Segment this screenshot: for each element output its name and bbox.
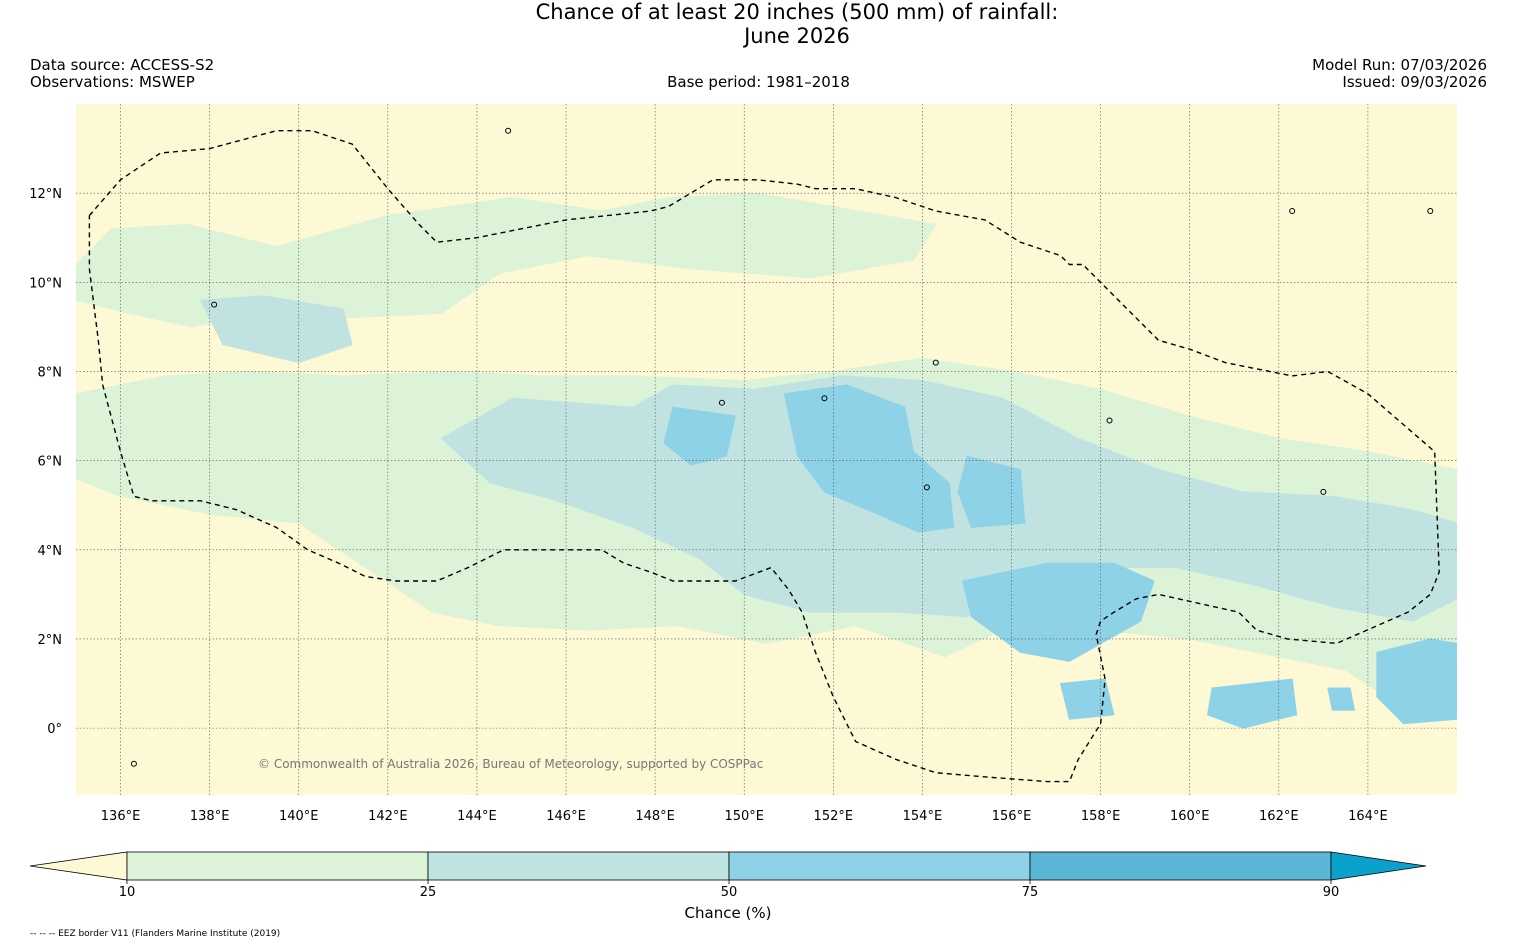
y-axis-ticks: 12°N 10°N 8°N 6°N 4°N 2°N 0° [29,187,62,737]
y-tick-label: 6°N [38,455,63,470]
x-tick-label: 150°E [724,809,764,824]
x-tick-label: 160°E [1170,809,1210,824]
graticule [76,104,1457,795]
colorbar-tick-label: 25 [420,885,437,900]
y-tick-label: 10°N [29,276,62,291]
x-tick-label: 146°E [546,809,586,824]
y-tick-label: 0° [47,722,62,737]
colorbar-tick-label: 90 [1323,885,1340,900]
colorbar-tick-label: 10 [119,885,136,900]
island-marker [1427,207,1434,214]
chance-zone-3-7 [1327,687,1356,711]
x-tick-label: 164°E [1348,809,1388,824]
title-line-2: June 2026 [744,24,850,48]
x-tick-label: 148°E [635,809,675,824]
chance-zone-3-3 [961,562,1155,662]
model-run-label: Model Run: 07/03/2026 [1312,56,1487,74]
y-tick-label: 8°N [38,365,63,380]
chance-zone-3-0 [663,406,736,466]
island-marker [821,395,828,402]
island-marker [923,484,930,491]
x-tick-label: 138°E [190,809,230,824]
chance-zone-3-1 [783,384,955,533]
island-marker [505,127,512,134]
y-tick-label: 2°N [38,633,63,648]
header-center: Base period: 1981–2018 [0,74,1517,91]
island-marker [718,399,725,406]
title-line-1: Chance of at least 20 inches (500 mm) of… [535,0,1059,24]
copyright-text: © Commonwealth of Australia 2026, Bureau… [258,757,763,771]
x-tick-label: 162°E [1259,809,1299,824]
island-marker [932,359,939,366]
island-marker [1289,207,1296,214]
x-tick-label: 158°E [1081,809,1121,824]
header-left: Data source: ACCESS-S2 Observations: MSW… [30,57,214,91]
colorbar-segment [728,851,1031,881]
chance-zone-3-6 [1059,678,1115,720]
issued-label: Issued: 09/03/2026 [1342,73,1487,91]
island-marker [211,301,218,308]
island-marker [130,760,137,767]
chance-zone-3-5 [1376,638,1457,725]
island-markers [130,127,1434,767]
chance-zone-2-0 [199,295,353,364]
colorbar-tick-label: 50 [721,885,738,900]
x-tick-label: 136°E [101,809,141,824]
plot-area: © Commonwealth of Australia 2026, Bureau… [76,104,1457,795]
x-tick-label: 156°E [992,809,1032,824]
colorbar-extend-high [1330,851,1427,881]
y-tick-label: 12°N [29,187,62,202]
base-period-label: Base period: 1981–2018 [667,73,850,91]
x-tick-label: 142°E [368,809,408,824]
header-right: Model Run: 07/03/2026 Issued: 09/03/2026 [1312,57,1487,91]
x-tick-label: 144°E [457,809,497,824]
colorbar-title: Chance (%) [685,904,772,922]
map-title: Chance of at least 20 inches (500 mm) of… [0,0,1517,48]
x-tick-label: 152°E [814,809,854,824]
chance-zone-3-2 [957,455,1026,529]
chance-zone-3-4 [1206,678,1298,729]
colorbar: 10 25 50 75 90 [29,851,1427,900]
colorbar-segment [427,851,730,881]
footnote: -- -- -- EEZ border V11 (Flanders Marine… [30,929,281,939]
x-axis-ticks: 136°E 138°E 140°E 142°E 144°E 146°E 148°E 150°E… [101,809,1388,824]
island-marker [1106,417,1113,424]
colorbar-segment [126,851,429,881]
x-tick-label: 154°E [903,809,943,824]
x-tick-label: 140°E [279,809,319,824]
colorbar-segment [1029,851,1332,881]
data-source-label: Data source: ACCESS-S2 [30,56,215,74]
probability-zones [76,192,1457,729]
y-tick-label: 4°N [38,544,63,559]
eez-border [88,130,1440,783]
eez-border-line [88,130,1440,783]
observations-label: Observations: MSWEP [30,73,195,91]
island-marker [1320,488,1327,495]
colorbar-tick-label: 75 [1022,885,1039,900]
colorbar-extend-low [29,851,128,881]
